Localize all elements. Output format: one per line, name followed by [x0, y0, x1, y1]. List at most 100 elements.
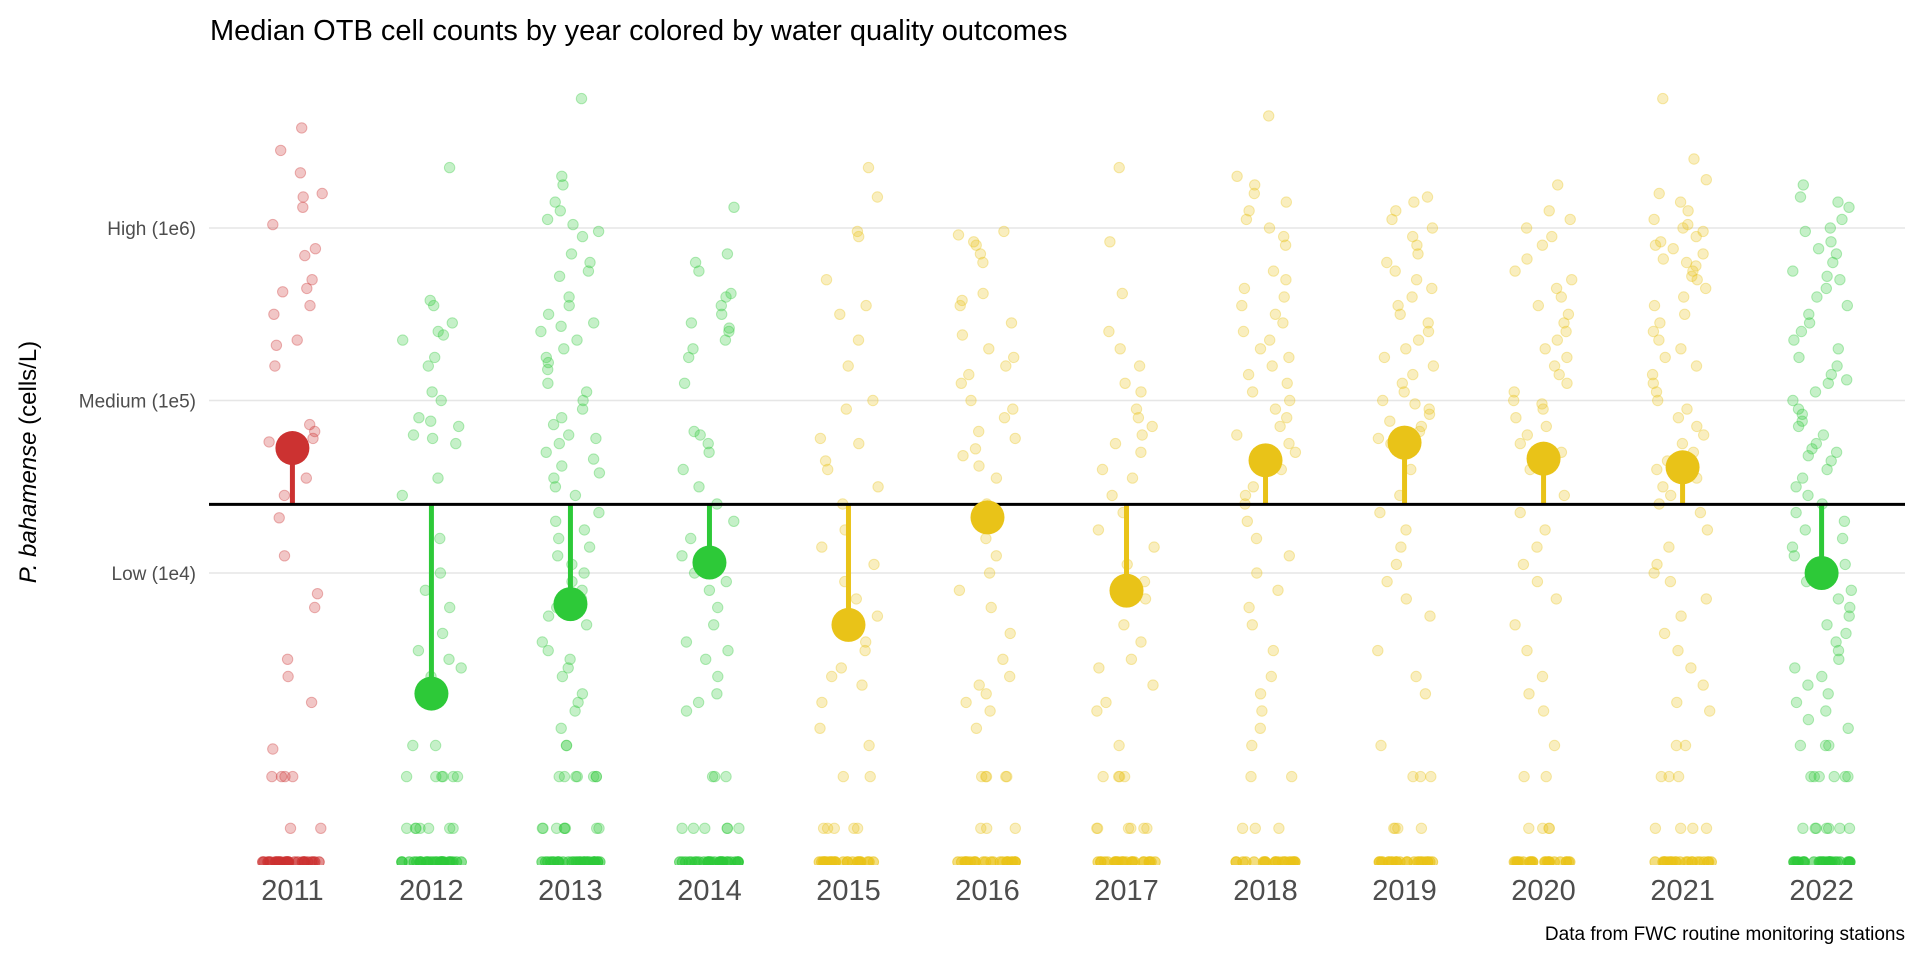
observation-point: [693, 481, 705, 493]
observation-point: [1682, 205, 1694, 217]
observation-point: [970, 239, 982, 251]
observation-point: [709, 770, 721, 783]
observation-point: [554, 205, 566, 217]
observation-point: [850, 593, 862, 605]
observation-point: [1648, 567, 1660, 579]
observation-point: [1679, 308, 1691, 320]
observation-point: [1795, 325, 1808, 338]
observation-point: [721, 248, 734, 260]
y-axis-label-units: (cells/L): [15, 341, 42, 432]
observation-point: [1663, 770, 1675, 783]
observation-point: [860, 636, 872, 648]
observation-point: [974, 248, 987, 260]
observation-point: [1126, 472, 1139, 484]
observation-point: [693, 265, 705, 277]
observation-point: [1242, 368, 1255, 381]
observation-point: [1839, 770, 1851, 783]
observation-point: [1685, 662, 1697, 674]
observation-point: [1687, 265, 1699, 277]
observation-point: [1412, 334, 1425, 346]
observation-point: [689, 256, 702, 269]
observation-point: [422, 360, 434, 372]
observation-point: [435, 394, 447, 407]
observation-point: [1284, 394, 1296, 407]
observation-point: [1377, 394, 1389, 407]
observation-point: [556, 170, 568, 183]
observation-point: [1521, 253, 1533, 265]
observation-point: [1686, 270, 1698, 282]
observation-point: [282, 670, 294, 683]
observation-point: [676, 550, 688, 562]
observation-point: [1004, 627, 1016, 640]
observation-point: [1675, 822, 1687, 834]
observation-point: [1280, 196, 1293, 208]
observation-point: [955, 377, 967, 389]
observation-point: [1831, 360, 1843, 372]
observation-point: [414, 822, 426, 834]
observation-point: [309, 243, 322, 255]
observation-point: [1550, 593, 1563, 605]
observation-point: [1408, 196, 1420, 208]
observation-point: [592, 225, 605, 238]
observation-point: [1005, 317, 1018, 329]
observation-point: [1132, 412, 1145, 424]
observation-point: [716, 308, 728, 320]
observation-point: [998, 225, 1010, 238]
observation-point: [311, 588, 324, 600]
observation-point: [1249, 822, 1262, 834]
observation-point: [1113, 770, 1126, 783]
observation-point: [1231, 170, 1243, 183]
observation-point: [985, 601, 997, 614]
observation-point: [711, 688, 723, 700]
observation-point: [1698, 429, 1710, 441]
observation-point: [1691, 420, 1703, 433]
observation-point: [1118, 619, 1130, 631]
observation-point: [1091, 705, 1103, 717]
observation-point: [1097, 770, 1109, 783]
observation-point: [1808, 770, 1821, 783]
observation-point: [980, 688, 992, 700]
observation-point: [859, 644, 871, 657]
x-tick-label: 2015: [816, 875, 881, 907]
observation-point: [1796, 472, 1809, 484]
observation-point: [700, 653, 712, 665]
observation-point: [553, 532, 565, 545]
observation-point: [1691, 274, 1703, 286]
observation-point: [422, 822, 435, 834]
observation-point: [1543, 822, 1555, 834]
x-tick-label: 2017: [1094, 875, 1159, 907]
observation-point: [577, 394, 589, 407]
observation-point: [1231, 429, 1243, 441]
observation-point: [1279, 239, 1292, 251]
observation-point: [1650, 386, 1663, 398]
observation-point: [550, 515, 562, 527]
observation-point: [540, 351, 552, 364]
observation-point: [1415, 420, 1428, 433]
observation-point: [1843, 822, 1856, 834]
observation-point: [1125, 653, 1138, 665]
observation-point: [680, 705, 693, 717]
observation-point: [1122, 822, 1135, 834]
observation-point: [297, 201, 309, 214]
observation-point: [981, 822, 993, 834]
observation-point: [1700, 282, 1712, 295]
observation-point: [973, 679, 985, 691]
observation-point: [692, 696, 705, 709]
observation-point: [1832, 343, 1845, 355]
observation-point: [835, 662, 847, 674]
observation-point: [1690, 260, 1702, 272]
observation-point: [1799, 524, 1812, 536]
observation-point: [1687, 822, 1699, 834]
observation-point: [1787, 265, 1799, 277]
observation-point: [1701, 524, 1714, 536]
observation-point: [953, 584, 966, 596]
observation-point: [1245, 770, 1257, 783]
observation-point: [965, 394, 977, 407]
observation-point: [1238, 282, 1251, 295]
observation-point: [1810, 822, 1822, 834]
observation-point: [1388, 822, 1400, 834]
observation-point: [1822, 377, 1835, 389]
observation-point: [542, 356, 554, 369]
observation-point: [1562, 308, 1575, 320]
observation-point: [1830, 446, 1843, 458]
